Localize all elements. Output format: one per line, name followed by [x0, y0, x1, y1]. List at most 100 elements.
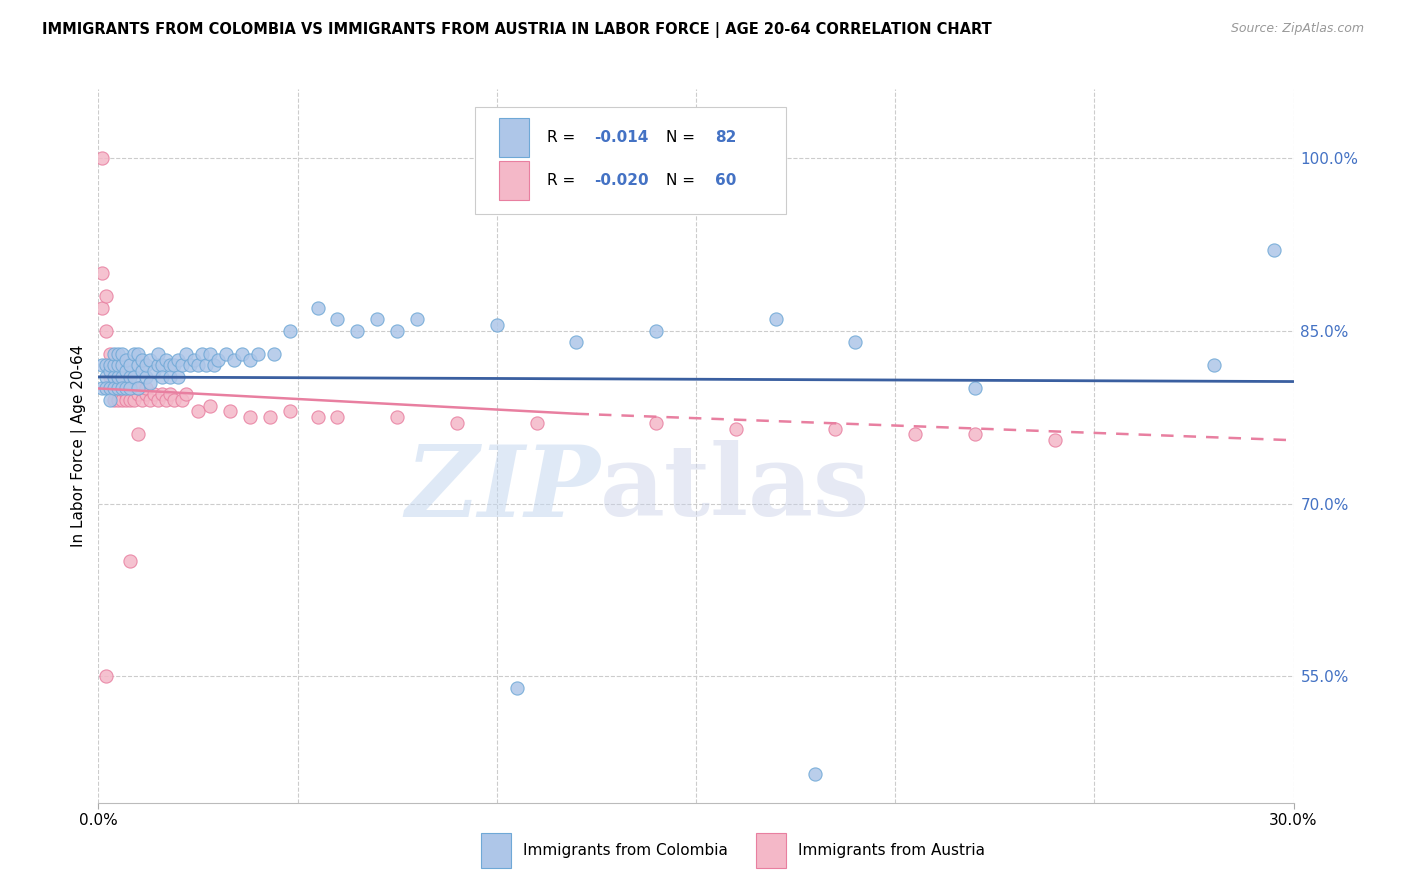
Point	[91, 381, 114, 395]
Point	[111, 381, 134, 395]
Point	[804, 767, 827, 781]
Point	[526, 416, 548, 430]
Point	[150, 387, 173, 401]
Point	[1202, 359, 1225, 373]
Point	[148, 359, 170, 373]
Point	[148, 392, 170, 407]
Point	[139, 392, 162, 407]
Point	[115, 352, 138, 367]
Bar	[499, 161, 529, 200]
Point	[179, 359, 201, 373]
Text: atlas: atlas	[600, 441, 870, 537]
Point	[120, 392, 142, 407]
Point	[446, 416, 468, 430]
Point	[115, 370, 138, 384]
Point	[195, 359, 218, 373]
Point	[115, 381, 138, 395]
Point	[115, 364, 138, 378]
FancyBboxPatch shape	[475, 107, 786, 214]
Point	[239, 410, 262, 425]
Point	[246, 347, 269, 361]
Point	[231, 347, 253, 361]
Point	[159, 387, 181, 401]
Text: Source: ZipAtlas.com: Source: ZipAtlas.com	[1230, 22, 1364, 36]
Point	[111, 347, 134, 361]
Point	[565, 335, 588, 350]
Point	[219, 404, 242, 418]
Point	[127, 381, 149, 395]
Point	[135, 359, 157, 373]
Point	[98, 392, 122, 407]
Point	[150, 359, 173, 373]
Point	[96, 324, 118, 338]
Point	[120, 381, 142, 395]
Point	[135, 381, 157, 395]
Point	[183, 352, 205, 367]
Point	[124, 381, 146, 395]
Point	[91, 151, 114, 165]
Point	[124, 370, 146, 384]
Point	[844, 335, 866, 350]
Point	[904, 427, 927, 442]
Point	[148, 347, 170, 361]
Point	[111, 392, 134, 407]
Point	[139, 376, 162, 390]
Point	[115, 387, 138, 401]
Point	[107, 347, 129, 361]
Point	[107, 370, 129, 384]
Point	[98, 364, 122, 378]
Point	[724, 422, 747, 436]
Point	[150, 370, 173, 384]
Point	[1043, 434, 1066, 448]
Point	[198, 347, 221, 361]
Point	[163, 392, 186, 407]
Bar	[481, 833, 510, 869]
Point	[963, 427, 986, 442]
Point	[326, 312, 349, 326]
Bar	[499, 118, 529, 157]
Point	[207, 352, 229, 367]
Point	[155, 392, 177, 407]
Point	[103, 381, 125, 395]
Point	[174, 387, 197, 401]
Point	[215, 347, 238, 361]
Point	[174, 347, 197, 361]
Point	[366, 312, 388, 326]
Point	[91, 266, 114, 280]
Point	[127, 387, 149, 401]
Point	[96, 370, 118, 384]
Point	[155, 352, 177, 367]
Point	[107, 392, 129, 407]
Bar	[756, 833, 786, 869]
Text: N =: N =	[666, 173, 700, 188]
Point	[127, 359, 149, 373]
Text: -0.020: -0.020	[595, 173, 650, 188]
Point	[96, 381, 118, 395]
Text: -0.014: -0.014	[595, 130, 648, 145]
Text: R =: R =	[547, 130, 579, 145]
Point	[111, 359, 134, 373]
Point	[111, 370, 134, 384]
Point	[131, 392, 153, 407]
Point	[115, 392, 138, 407]
Point	[127, 347, 149, 361]
Point	[167, 370, 190, 384]
Point	[143, 387, 166, 401]
Point	[346, 324, 368, 338]
Point	[98, 347, 122, 361]
Point	[139, 352, 162, 367]
Point	[278, 324, 301, 338]
Point	[98, 370, 122, 384]
Point	[143, 364, 166, 378]
Point	[135, 370, 157, 384]
Point	[135, 387, 157, 401]
Point	[103, 392, 125, 407]
Point	[111, 381, 134, 395]
Point	[239, 352, 262, 367]
Point	[278, 404, 301, 418]
Point	[103, 381, 125, 395]
Point	[96, 289, 118, 303]
Point	[187, 359, 209, 373]
Point	[263, 347, 285, 361]
Point	[307, 410, 329, 425]
